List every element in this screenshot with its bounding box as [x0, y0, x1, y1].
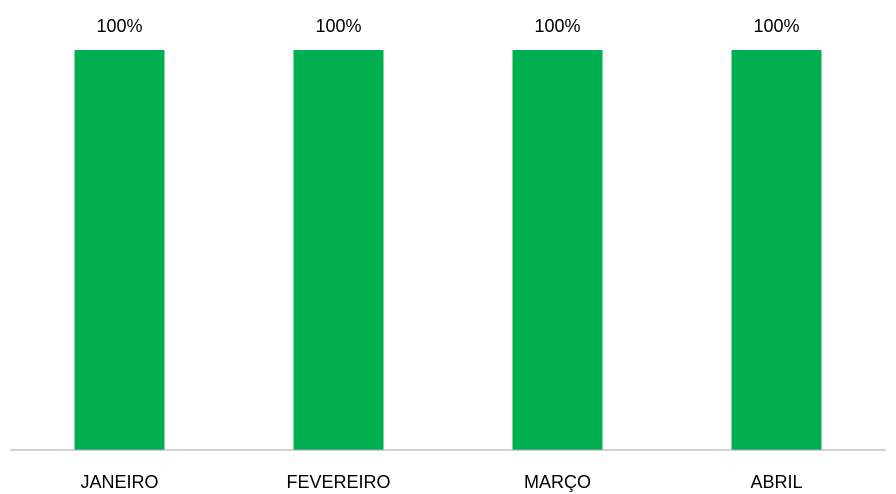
bar-2 — [293, 50, 384, 450]
category-label-1: JANEIRO — [80, 472, 158, 492]
bar-4 — [731, 50, 822, 450]
data-label-3: 100% — [534, 16, 580, 36]
data-label-4: 100% — [753, 16, 799, 36]
category-label-2: FEVEREIRO — [286, 472, 390, 492]
bar-1 — [74, 50, 165, 450]
data-labels-group: 100% 100% 100% 100% — [96, 16, 799, 36]
bar-3 — [512, 50, 603, 450]
category-label-4: ABRIL — [750, 472, 802, 492]
category-label-3: MARÇO — [524, 472, 591, 492]
category-labels-group: JANEIRO FEVEREIRO MARÇO ABRIL — [80, 472, 802, 492]
bars-group — [74, 50, 822, 450]
data-label-1: 100% — [96, 16, 142, 36]
data-label-2: 100% — [315, 16, 361, 36]
